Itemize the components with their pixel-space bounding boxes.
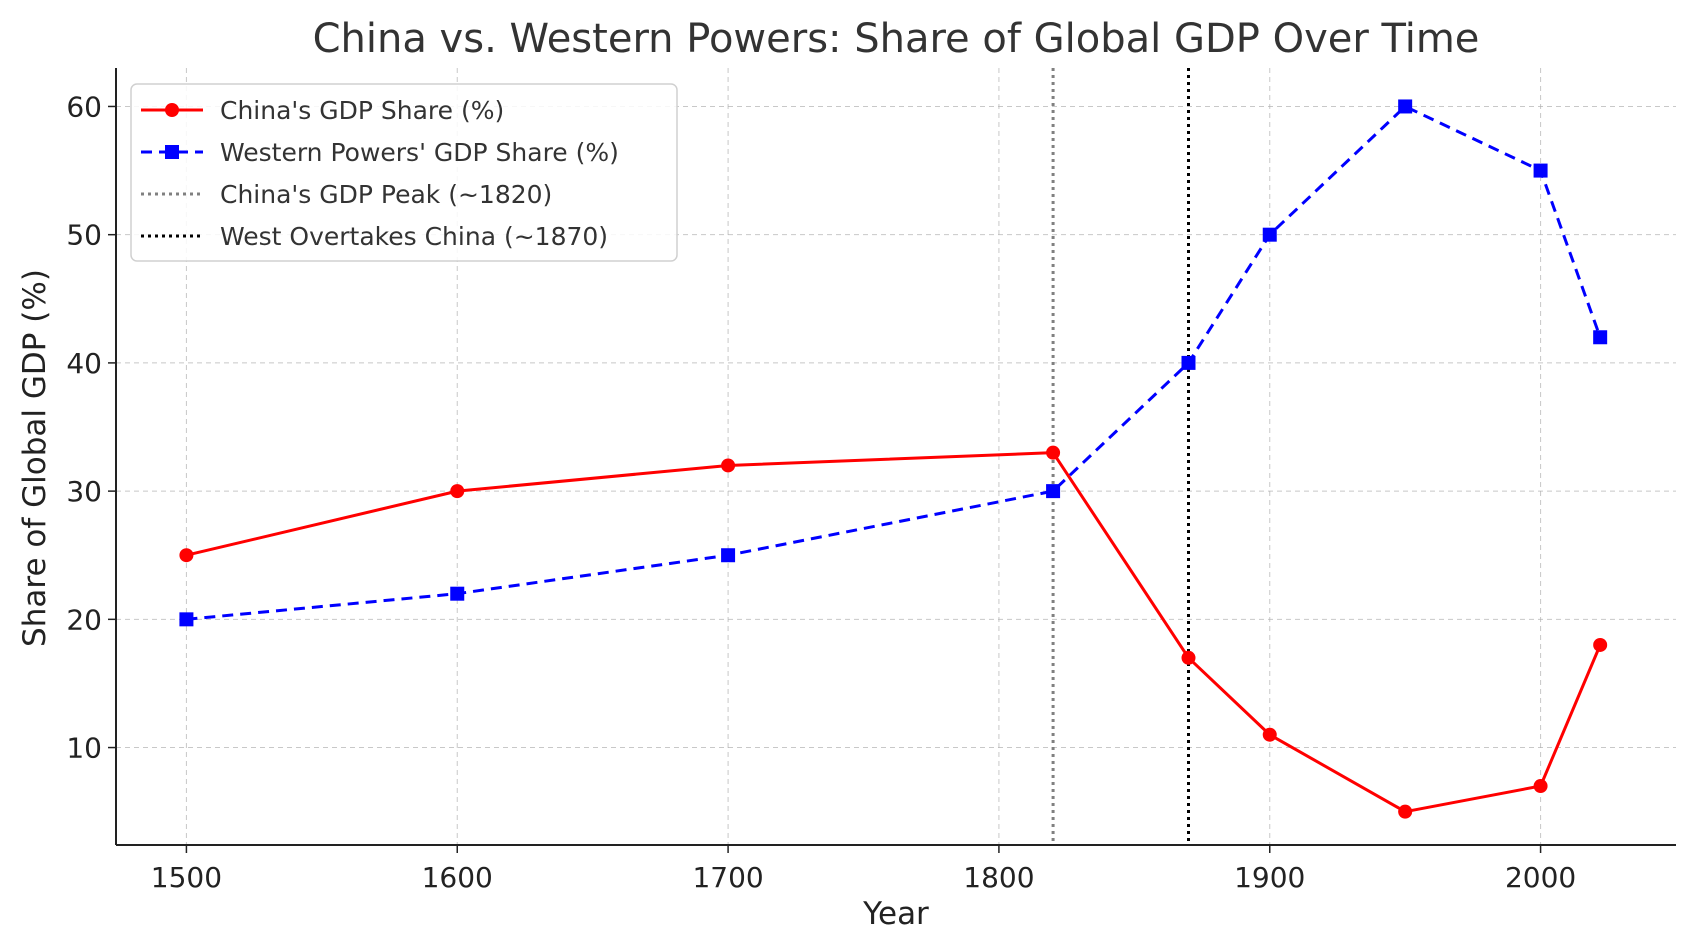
- legend-marker: [165, 103, 179, 117]
- data-point: [179, 548, 194, 563]
- series-line: [186, 451, 1602, 814]
- y-tick-label: 30: [66, 475, 102, 508]
- x-tick-label: 1700: [692, 861, 763, 894]
- data-point: [450, 484, 465, 499]
- data-point: [1046, 445, 1061, 460]
- data-point: [1533, 163, 1548, 178]
- chart-title: China vs. Western Powers: Share of Globa…: [313, 16, 1480, 62]
- legend-box: [130, 83, 678, 262]
- legend-label: West Overtakes China (~1870): [220, 222, 608, 251]
- legend-marker: [165, 145, 179, 159]
- legend-label: China's GDP Share (%): [220, 96, 504, 125]
- y-tick-label: 40: [66, 347, 102, 380]
- data-point: [1398, 99, 1413, 114]
- ticks: 1500 1600 1700 1800 1900 2000 10 20 30 40 50 60: [66, 90, 1576, 894]
- y-tick-label: 60: [66, 90, 102, 123]
- data-point: [1262, 227, 1277, 242]
- data-point: [450, 586, 465, 601]
- y-axis-label: Share of Global GDP (%): [17, 269, 53, 647]
- y-tick-label: 20: [66, 603, 102, 636]
- grid: [116, 68, 1676, 845]
- data-point: [1181, 650, 1196, 665]
- x-tick-label: 1900: [1234, 861, 1305, 894]
- data-point: [1593, 637, 1608, 652]
- data-point: [1593, 330, 1608, 345]
- x-tick-label: 1500: [151, 861, 222, 894]
- legend: China's GDP Share (%) Western Powers' GDP…: [130, 83, 678, 262]
- reference-lines: [1051, 68, 1190, 845]
- data-point: [1398, 804, 1413, 819]
- y-tick-label: 10: [66, 732, 102, 765]
- x-tick-label: 2000: [1505, 861, 1576, 894]
- x-tick-label: 1800: [963, 861, 1034, 894]
- y-tick-label: 50: [66, 219, 102, 252]
- axes: [115, 68, 1676, 846]
- data-point: [721, 458, 736, 473]
- x-tick-label: 1600: [422, 861, 493, 894]
- data-point: [721, 548, 736, 563]
- data-point: [1181, 355, 1196, 370]
- data-point: [179, 612, 194, 627]
- series: [179, 99, 1608, 819]
- data-point: [1533, 779, 1548, 794]
- data-point: [1046, 484, 1061, 499]
- legend-label: China's GDP Peak (~1820): [220, 180, 552, 209]
- x-axis-label: Year: [862, 896, 929, 932]
- legend-label: Western Powers' GDP Share (%): [220, 138, 619, 167]
- data-point: [1262, 727, 1277, 742]
